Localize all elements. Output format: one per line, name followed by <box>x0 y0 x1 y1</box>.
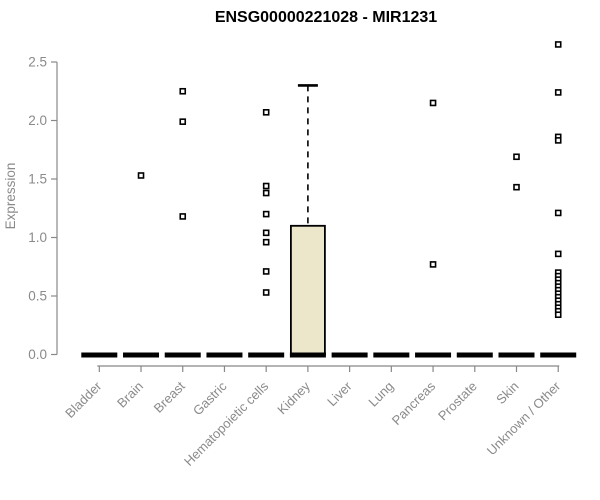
outlier-group <box>137 41 562 319</box>
box-body <box>289 224 326 356</box>
x-tick-label-skin: Skin <box>493 379 521 407</box>
outlier-point-breast <box>179 87 187 95</box>
outlier-point-breast <box>179 213 187 220</box>
x-tick-label-prostate: Prostate <box>435 379 480 424</box>
y-tick-label: 1.5 <box>28 172 47 187</box>
outlier-point-unknown-other <box>554 89 562 96</box>
outlier-point-hematopoietic-cells <box>262 182 270 190</box>
y-tick-label: 0.0 <box>28 347 47 362</box>
outlier-point-hematopoietic-cells <box>262 238 270 246</box>
outlier-point-hematopoietic-cells <box>262 268 270 275</box>
y-tick-label: 2.5 <box>28 55 47 70</box>
x-tick-label-kidney: Kidney <box>274 378 313 417</box>
outlier-point-unknown-other <box>554 41 562 48</box>
y-tick-label: 2.0 <box>28 113 47 128</box>
outlier-point-unknown-other <box>554 209 562 217</box>
outlier-point-skin <box>513 153 520 161</box>
outlier-point-unknown-other <box>554 311 562 319</box>
outlier-point-hematopoietic-cells <box>262 109 270 116</box>
x-tick-label-bladder: Bladder <box>62 378 105 421</box>
x-tick-label-gastric: Gastric <box>190 378 230 418</box>
outlier-point-pancreas <box>429 261 437 268</box>
y-tick-label: 1.0 <box>28 230 47 245</box>
outlier-point-hematopoietic-cells <box>262 289 270 296</box>
outlier-point-breast <box>179 118 187 125</box>
chart-title: ENSG00000221028 - MIR1231 <box>215 9 437 26</box>
y-axis-label: Expression <box>3 163 18 230</box>
outlier-point-brain <box>137 172 145 179</box>
outlier-point-hematopoietic-cells <box>262 210 270 218</box>
y-tick-label: 0.5 <box>28 289 47 304</box>
x-tick-label-pancreas: Pancreas <box>389 378 439 428</box>
x-tick-label-liver: Liver <box>324 378 355 409</box>
x-tick-label-unknown-other: Unknown / Other <box>484 378 564 458</box>
x-tick-label-lung: Lung <box>365 379 396 410</box>
outlier-point-hematopoietic-cells <box>262 189 270 197</box>
box-group <box>81 84 577 358</box>
outlier-point-skin <box>513 183 520 191</box>
outlier-point-hematopoietic-cells <box>262 229 270 237</box>
box-kidney <box>289 84 326 358</box>
outlier-point-unknown-other <box>554 250 562 258</box>
outlier-point-pancreas <box>429 99 437 107</box>
x-tick-label-brain: Brain <box>114 379 146 411</box>
x-tick-label-breast: Breast <box>151 378 188 415</box>
outlier-point-unknown-other <box>554 137 562 144</box>
